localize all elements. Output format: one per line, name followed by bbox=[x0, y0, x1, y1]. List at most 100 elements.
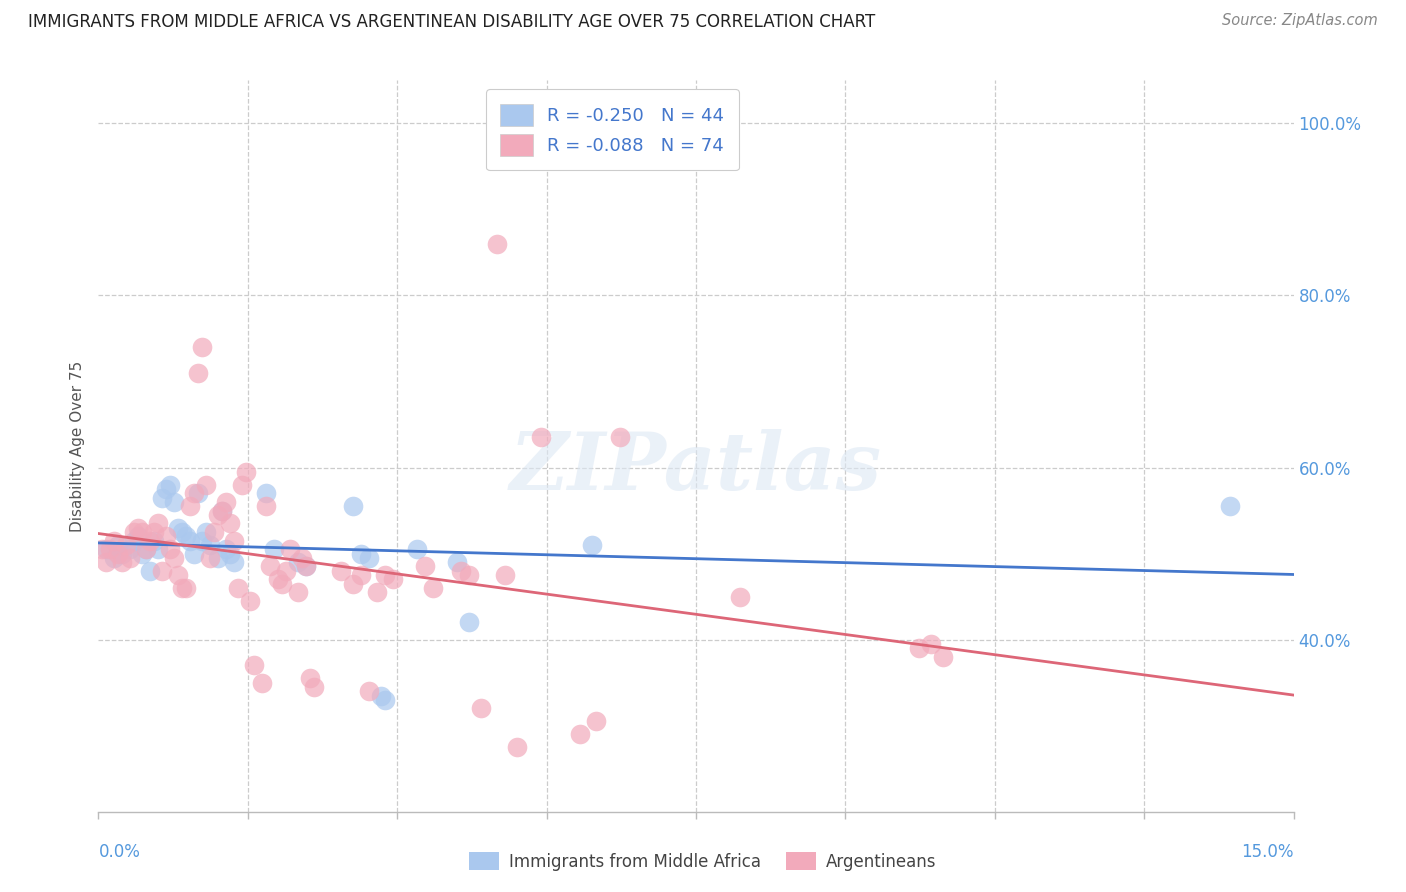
Point bbox=[259, 559, 281, 574]
Text: 15.0%: 15.0% bbox=[1241, 843, 1294, 861]
Point bbox=[174, 529, 197, 543]
Point bbox=[231, 477, 253, 491]
Point bbox=[222, 533, 245, 548]
Legend: Immigrants from Middle Africa, Argentineans: Immigrants from Middle Africa, Argentine… bbox=[461, 844, 945, 880]
Point bbox=[139, 564, 162, 578]
Point bbox=[183, 547, 205, 561]
Point bbox=[98, 542, 122, 557]
Point bbox=[191, 533, 214, 548]
Point bbox=[506, 740, 529, 755]
Point bbox=[191, 340, 214, 354]
Point bbox=[124, 524, 146, 539]
Point bbox=[155, 482, 177, 496]
Point bbox=[207, 550, 229, 565]
Point bbox=[485, 236, 508, 251]
Point bbox=[143, 524, 166, 539]
Point bbox=[103, 550, 125, 565]
Point bbox=[422, 581, 444, 595]
Point bbox=[529, 430, 551, 444]
Point bbox=[131, 524, 153, 539]
Point bbox=[91, 542, 114, 557]
Point bbox=[581, 538, 603, 552]
Point bbox=[278, 542, 301, 557]
Point bbox=[159, 477, 181, 491]
Point bbox=[96, 555, 118, 569]
Point bbox=[374, 568, 396, 582]
Point bbox=[215, 495, 238, 509]
Point bbox=[226, 581, 249, 595]
Legend: R = -0.250   N = 44, R = -0.088   N = 74: R = -0.250 N = 44, R = -0.088 N = 74 bbox=[486, 89, 738, 170]
Point bbox=[163, 495, 186, 509]
Point bbox=[287, 585, 309, 599]
Point bbox=[150, 491, 173, 505]
Point bbox=[195, 477, 218, 491]
Point bbox=[470, 701, 492, 715]
Point bbox=[174, 581, 197, 595]
Point bbox=[187, 486, 209, 500]
Point bbox=[374, 693, 396, 707]
Point bbox=[195, 524, 218, 539]
Text: 0.0%: 0.0% bbox=[98, 843, 141, 861]
Point bbox=[115, 538, 138, 552]
Point bbox=[135, 542, 157, 557]
Point bbox=[198, 550, 221, 565]
Point bbox=[187, 366, 209, 380]
Point bbox=[302, 680, 325, 694]
Point bbox=[294, 559, 316, 574]
Point bbox=[330, 564, 353, 578]
Point bbox=[107, 538, 129, 552]
Point bbox=[450, 564, 472, 578]
Point bbox=[159, 542, 181, 557]
Point bbox=[131, 547, 153, 561]
Point bbox=[932, 649, 955, 664]
Point bbox=[569, 727, 592, 741]
Point bbox=[298, 671, 321, 685]
Point bbox=[211, 503, 233, 517]
Point bbox=[254, 500, 277, 514]
Point bbox=[219, 547, 242, 561]
Point bbox=[406, 542, 429, 557]
Point bbox=[155, 529, 177, 543]
Point bbox=[609, 430, 631, 444]
Point bbox=[382, 573, 405, 587]
Point bbox=[143, 533, 166, 548]
Point bbox=[250, 675, 273, 690]
Point bbox=[179, 500, 201, 514]
Point bbox=[107, 547, 129, 561]
Point bbox=[172, 581, 194, 595]
Point bbox=[413, 559, 436, 574]
Point bbox=[263, 542, 285, 557]
Point bbox=[585, 714, 607, 729]
Text: ZIPatlas: ZIPatlas bbox=[510, 429, 882, 507]
Point bbox=[342, 500, 364, 514]
Point bbox=[219, 516, 242, 531]
Point bbox=[366, 585, 388, 599]
Point bbox=[254, 486, 277, 500]
Point bbox=[202, 524, 225, 539]
Point bbox=[267, 573, 290, 587]
Point bbox=[290, 550, 312, 565]
Point bbox=[215, 542, 238, 557]
Point bbox=[235, 465, 257, 479]
Point bbox=[1219, 500, 1241, 514]
Text: IMMIGRANTS FROM MIDDLE AFRICA VS ARGENTINEAN DISABILITY AGE OVER 75 CORRELATION : IMMIGRANTS FROM MIDDLE AFRICA VS ARGENTI… bbox=[28, 13, 876, 31]
Point bbox=[370, 689, 392, 703]
Point bbox=[274, 564, 297, 578]
Y-axis label: Disability Age Over 75: Disability Age Over 75 bbox=[69, 360, 84, 532]
Point bbox=[148, 542, 170, 557]
Point bbox=[446, 555, 468, 569]
Point bbox=[96, 542, 118, 557]
Point bbox=[179, 533, 201, 548]
Point bbox=[127, 521, 149, 535]
Point bbox=[908, 641, 931, 656]
Point bbox=[163, 550, 186, 565]
Point bbox=[127, 529, 149, 543]
Point bbox=[111, 547, 134, 561]
Point bbox=[728, 590, 751, 604]
Point bbox=[167, 568, 190, 582]
Point bbox=[342, 576, 364, 591]
Point bbox=[350, 568, 373, 582]
Point bbox=[920, 637, 942, 651]
Point bbox=[135, 542, 157, 557]
Point bbox=[294, 559, 316, 574]
